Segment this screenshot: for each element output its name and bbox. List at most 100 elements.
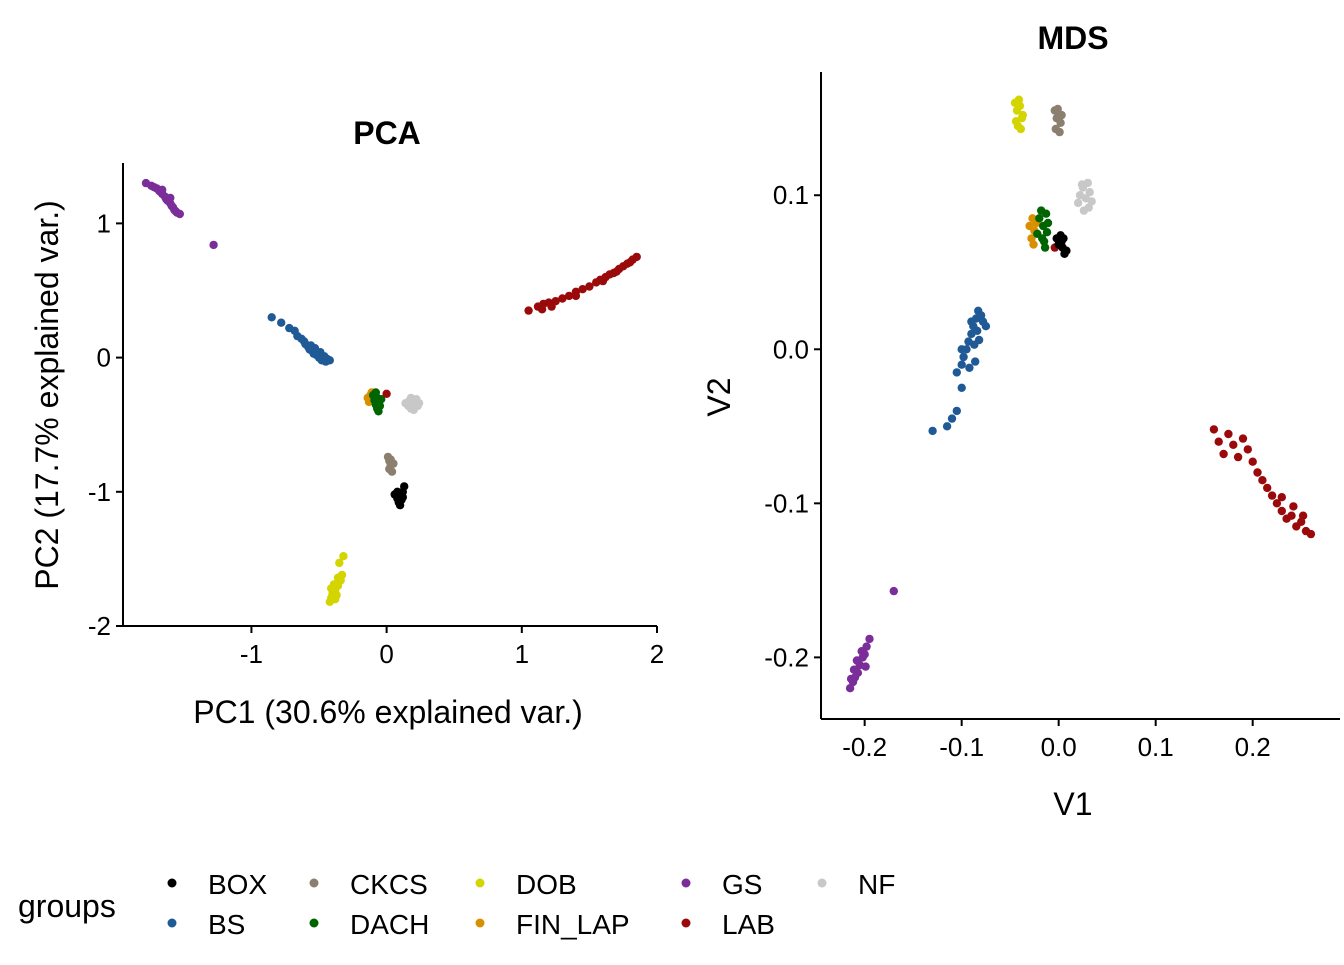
mds-point-dach-6 xyxy=(1042,228,1052,237)
legend-label: FIN_LAP xyxy=(516,909,630,940)
mds-point-lab-11 xyxy=(1258,476,1267,485)
mds-point-nf-5 xyxy=(1085,188,1094,197)
mds-point-bs-0 xyxy=(928,426,937,436)
pca-point-dob-12 xyxy=(327,584,336,593)
pca-x-tick-label: 2 xyxy=(650,639,664,669)
pca-point-dach-9 xyxy=(377,395,386,404)
pca-point-dob-13 xyxy=(331,595,340,604)
pca-y-tick-label: -1 xyxy=(88,477,111,507)
pca-point-lab-0 xyxy=(382,389,391,398)
pca-point-lab-24 xyxy=(598,276,608,286)
pca-point-box-7 xyxy=(395,501,405,510)
pca-series-gs xyxy=(141,178,218,250)
mds-point-dob-8 xyxy=(1014,95,1024,104)
mds-point-lab-10 xyxy=(1253,468,1262,477)
legend-label: LAB xyxy=(722,909,775,940)
pca-series-box xyxy=(390,482,409,510)
pca-point-lab-7 xyxy=(564,291,574,301)
mds-point-lab-23 xyxy=(1289,502,1298,511)
mds-point-bs-21 xyxy=(971,357,980,366)
legend-label: CKCS xyxy=(350,869,428,900)
pca-point-lab-21 xyxy=(537,305,547,314)
legend-item-gs: GS xyxy=(681,869,762,900)
legend-label: BS xyxy=(208,909,245,940)
mds-point-lab-22 xyxy=(1277,493,1287,502)
pca-point-lab-25 xyxy=(612,267,621,276)
mds-point-bs-3 xyxy=(952,406,961,416)
mds-x-tick-label: 0.2 xyxy=(1235,732,1271,762)
pca-point-gs-15 xyxy=(175,209,184,219)
mds-x-tick-label: 0.0 xyxy=(1041,732,1077,762)
legend-item-nf: NF xyxy=(817,869,895,900)
mds-point-nf-8 xyxy=(1084,203,1093,212)
legend-item-dach: DACH xyxy=(309,909,429,940)
pca-point-box-9 xyxy=(398,493,407,502)
pca-point-dach-8 xyxy=(374,407,383,416)
mds-y-tick-label: -0.1 xyxy=(764,488,809,518)
mds-x-axis-title: V1 xyxy=(1053,786,1092,822)
mds-y-tick-label: -0.2 xyxy=(764,642,809,672)
mds-point-bs-19 xyxy=(967,317,976,326)
pca-point-lab-23 xyxy=(571,291,581,301)
pca-point-bs-21 xyxy=(325,356,334,365)
mds-point-ckcs-3 xyxy=(1056,118,1065,128)
legend-item-fin-lap: FIN_LAP xyxy=(475,909,630,940)
legend-label: BOX xyxy=(208,869,267,900)
mds-point-lab-8 xyxy=(1243,445,1253,454)
mds-point-lab-21 xyxy=(1306,529,1316,539)
mds-series-dob xyxy=(1010,95,1027,134)
mds-point-gs-0 xyxy=(889,586,898,596)
pca-x-ticks: -1 0 1 2 xyxy=(240,626,664,669)
legend-key-dach xyxy=(309,918,319,928)
mds-point-dach-5 xyxy=(1041,209,1051,218)
mds-point-box-6 xyxy=(1059,234,1068,243)
pca-point-nf-11 xyxy=(406,393,416,403)
legend-item-lab: LAB xyxy=(681,909,775,940)
legend-key-fin-lap xyxy=(475,918,485,928)
mds-point-bs-4 xyxy=(957,383,966,392)
legend-item-bs: BS xyxy=(167,909,245,940)
pca-series-lab xyxy=(382,252,641,398)
legend-item-dob: DOB xyxy=(475,869,577,900)
mds-series-lab xyxy=(1050,243,1316,539)
legend-label: GS xyxy=(722,869,762,900)
pca-y-tick-label: -2 xyxy=(88,611,111,641)
mds-point-fin_lap-4 xyxy=(1029,240,1038,249)
legend-key-dob xyxy=(475,878,485,888)
mds-panel: MDS -0.2 -0.1 0.0 0.1 0.2 -0.2-0.10.00.1 V1 … xyxy=(701,20,1340,822)
mds-point-bs-17 xyxy=(973,326,982,335)
mds-point-bs-22 xyxy=(974,335,984,345)
mds-x-ticks: -0.2 -0.1 0.0 0.1 0.2 xyxy=(842,719,1271,762)
mds-y-axis-title: V2 xyxy=(701,377,737,416)
pca-x-tick-label: 0 xyxy=(379,639,393,669)
mds-point-lab-2 xyxy=(1214,437,1223,446)
mds-point-bs-15 xyxy=(965,363,974,372)
mds-point-bs-6 xyxy=(957,360,966,369)
pca-y-tick-label: 0 xyxy=(97,343,111,373)
mds-point-dach-1 xyxy=(1035,214,1044,223)
legend-title: groups xyxy=(18,888,116,924)
pca-point-lab-22 xyxy=(547,302,556,311)
mds-point-gs-11 xyxy=(852,656,862,665)
pca-point-ckcs-4 xyxy=(387,467,397,476)
mds-points xyxy=(845,95,1316,693)
mds-point-lab-24 xyxy=(1298,511,1308,520)
mds-point-lab-1 xyxy=(1209,425,1219,434)
mds-point-lab-3 xyxy=(1219,449,1228,459)
mds-point-ckcs-5 xyxy=(1055,127,1064,137)
mds-point-bs-23 xyxy=(981,322,991,331)
pca-point-dach-7 xyxy=(371,388,380,397)
mds-point-lab-7 xyxy=(1238,434,1248,443)
pca-y-tick-label: 1 xyxy=(97,208,111,238)
pca-y-ticks: -2 -1 0 1 xyxy=(88,208,123,641)
mds-point-gs-12 xyxy=(849,665,859,674)
mds-point-lab-12 xyxy=(1263,483,1272,493)
pca-point-bs-1 xyxy=(277,318,286,327)
mds-point-lab-6 xyxy=(1233,452,1243,462)
pca-x-tick-label: -1 xyxy=(240,639,263,669)
mds-point-dob-2 xyxy=(1015,101,1025,111)
mds-point-gs-13 xyxy=(861,662,870,671)
mds-point-nf-0 xyxy=(1073,198,1083,208)
mds-point-lab-15 xyxy=(1277,506,1287,516)
